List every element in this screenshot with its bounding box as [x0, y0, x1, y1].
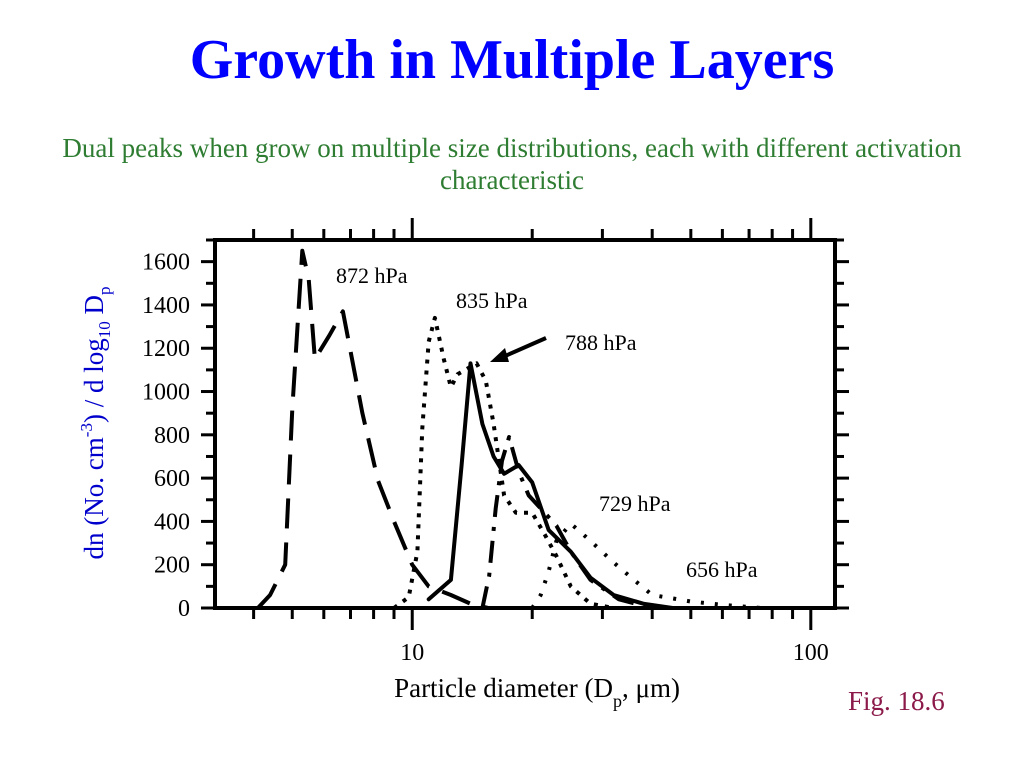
x-axis-title: Particle diameter (Dp, μm) [394, 673, 680, 711]
series-label-4: 656 hPa [686, 557, 758, 582]
y-axis-title-a: dn (No. cm [79, 437, 109, 559]
y-tick-label: 1600 [142, 250, 190, 276]
figure-label: Fig. 18.6 [848, 686, 945, 716]
x-axis-title-main: Particle diameter (D [394, 673, 613, 703]
series-annotations: 872 hPa 835 hPa 788 hPa 729 hPa 656 hPa [336, 263, 758, 582]
y-axis-title-b: ) / d log [79, 338, 109, 423]
y-tick-label: 1400 [142, 293, 190, 319]
y-tick-label: 200 [154, 553, 190, 579]
y-tick-label: 600 [154, 466, 190, 492]
y-axis-title: dn (No. cm-3) / d log10 Dp [77, 287, 114, 560]
plot-frame [213, 238, 837, 610]
y-axis-title-c: D [79, 295, 109, 321]
series-line-3 [480, 435, 653, 610]
y-tick-label: 0 [178, 596, 190, 622]
slide-title: Growth in Multiple Layers [189, 29, 835, 91]
slide-subtitle: Dual peaks when grow on multiple size di… [62, 133, 962, 195]
series-label-1: 835 hPa [456, 288, 528, 313]
x-tick-label: 100 [793, 640, 829, 666]
x-tick-label: 10 [400, 640, 424, 666]
y-tick-label: 800 [154, 423, 190, 449]
series-lines [256, 248, 762, 610]
x-axis-title-tail: , μm) [622, 673, 680, 703]
series-label-0: 872 hPa [336, 263, 408, 288]
y-axis-title-sup: -3 [77, 423, 96, 437]
y-tick-label: 1200 [142, 336, 190, 362]
series-label-2: 788 hPa [565, 330, 637, 355]
x-axis-title-sub: p [613, 691, 622, 711]
y-tick-label: 400 [154, 509, 190, 535]
y-axis-title-sub2: p [95, 287, 114, 296]
arrow-788-head [490, 348, 509, 362]
series-line-2 [426, 361, 675, 610]
series-line-0 [256, 248, 489, 610]
series-label-3: 729 hPa [599, 491, 671, 516]
y-tick-label: 1000 [142, 380, 190, 406]
y-axis-title-sub1: 10 [95, 321, 114, 338]
